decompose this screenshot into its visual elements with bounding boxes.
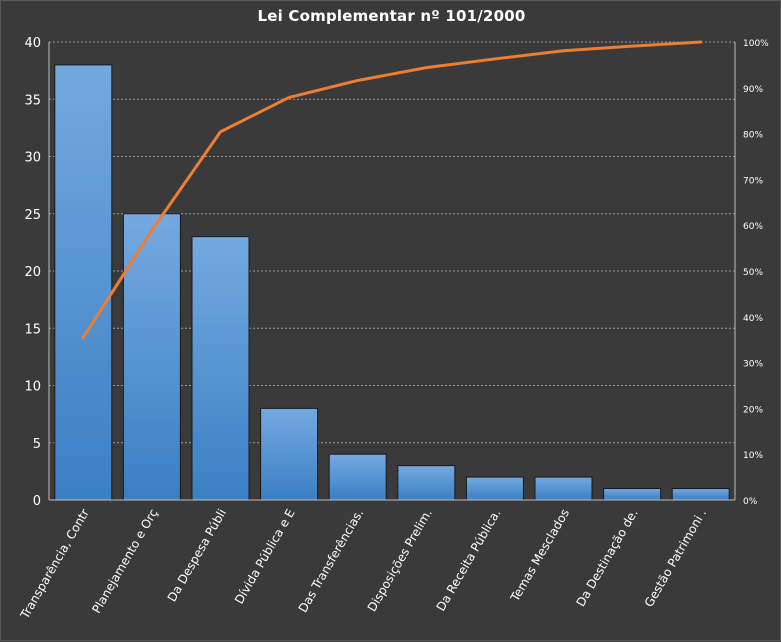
x-tick-label: Da Receita Pública. <box>434 507 504 614</box>
x-tick-label: Planejamento e Orç <box>89 507 160 616</box>
y2-tick-label: 90% <box>743 85 763 95</box>
y2-tick-label: 50% <box>743 268 763 278</box>
x-tick-label: Da Despesa Públi <box>165 507 229 605</box>
y-tick-label: 40 <box>24 36 41 51</box>
x-tick-label: Transparência, Contr <box>17 506 92 622</box>
bar <box>122 213 181 501</box>
x-tick-label: Temas Mesclados <box>507 507 572 605</box>
y2-tick-label: 0% <box>743 497 758 507</box>
y-tick-label: 0 <box>33 494 41 509</box>
cumulative-line <box>81 40 703 339</box>
y-tick-label: 20 <box>24 265 41 280</box>
y-tick-label: 5 <box>33 437 41 452</box>
y2-tick-label: 70% <box>743 176 763 186</box>
y2-tick-label: 60% <box>743 222 763 232</box>
bar <box>191 236 250 501</box>
y2-tick-label: 30% <box>743 360 763 370</box>
bar <box>534 476 593 501</box>
x-tick-label: Gestão Patrimoni . <box>642 507 710 610</box>
x-tick-label: Dívida Pública e E <box>232 507 298 607</box>
y2-tick-label: 80% <box>743 131 763 141</box>
bar <box>465 476 524 501</box>
y2-tick-label: 40% <box>743 314 763 324</box>
y2-tick-label: 10% <box>743 451 763 461</box>
y2-tick-label: 100% <box>743 39 769 49</box>
x-tick-label: Disposições Prelim. <box>365 507 435 614</box>
bar <box>397 465 456 501</box>
y-tick-label: 30 <box>24 151 41 166</box>
y-tick-label: 35 <box>24 93 41 108</box>
bar <box>328 453 387 501</box>
y-tick-label: 10 <box>24 380 41 395</box>
y-tick-label: 15 <box>24 322 41 337</box>
bar <box>260 407 319 501</box>
x-tick-label: Da Destinação de. <box>573 507 640 609</box>
y-tick-label: 25 <box>24 208 41 223</box>
bar <box>603 488 662 501</box>
x-tick-label: Das Transferências. <box>296 507 367 615</box>
bar <box>671 488 730 501</box>
y2-tick-label: 20% <box>743 405 763 415</box>
chart-title: Lei Complementar nº 101/2000 <box>257 7 526 25</box>
bar <box>54 64 113 501</box>
